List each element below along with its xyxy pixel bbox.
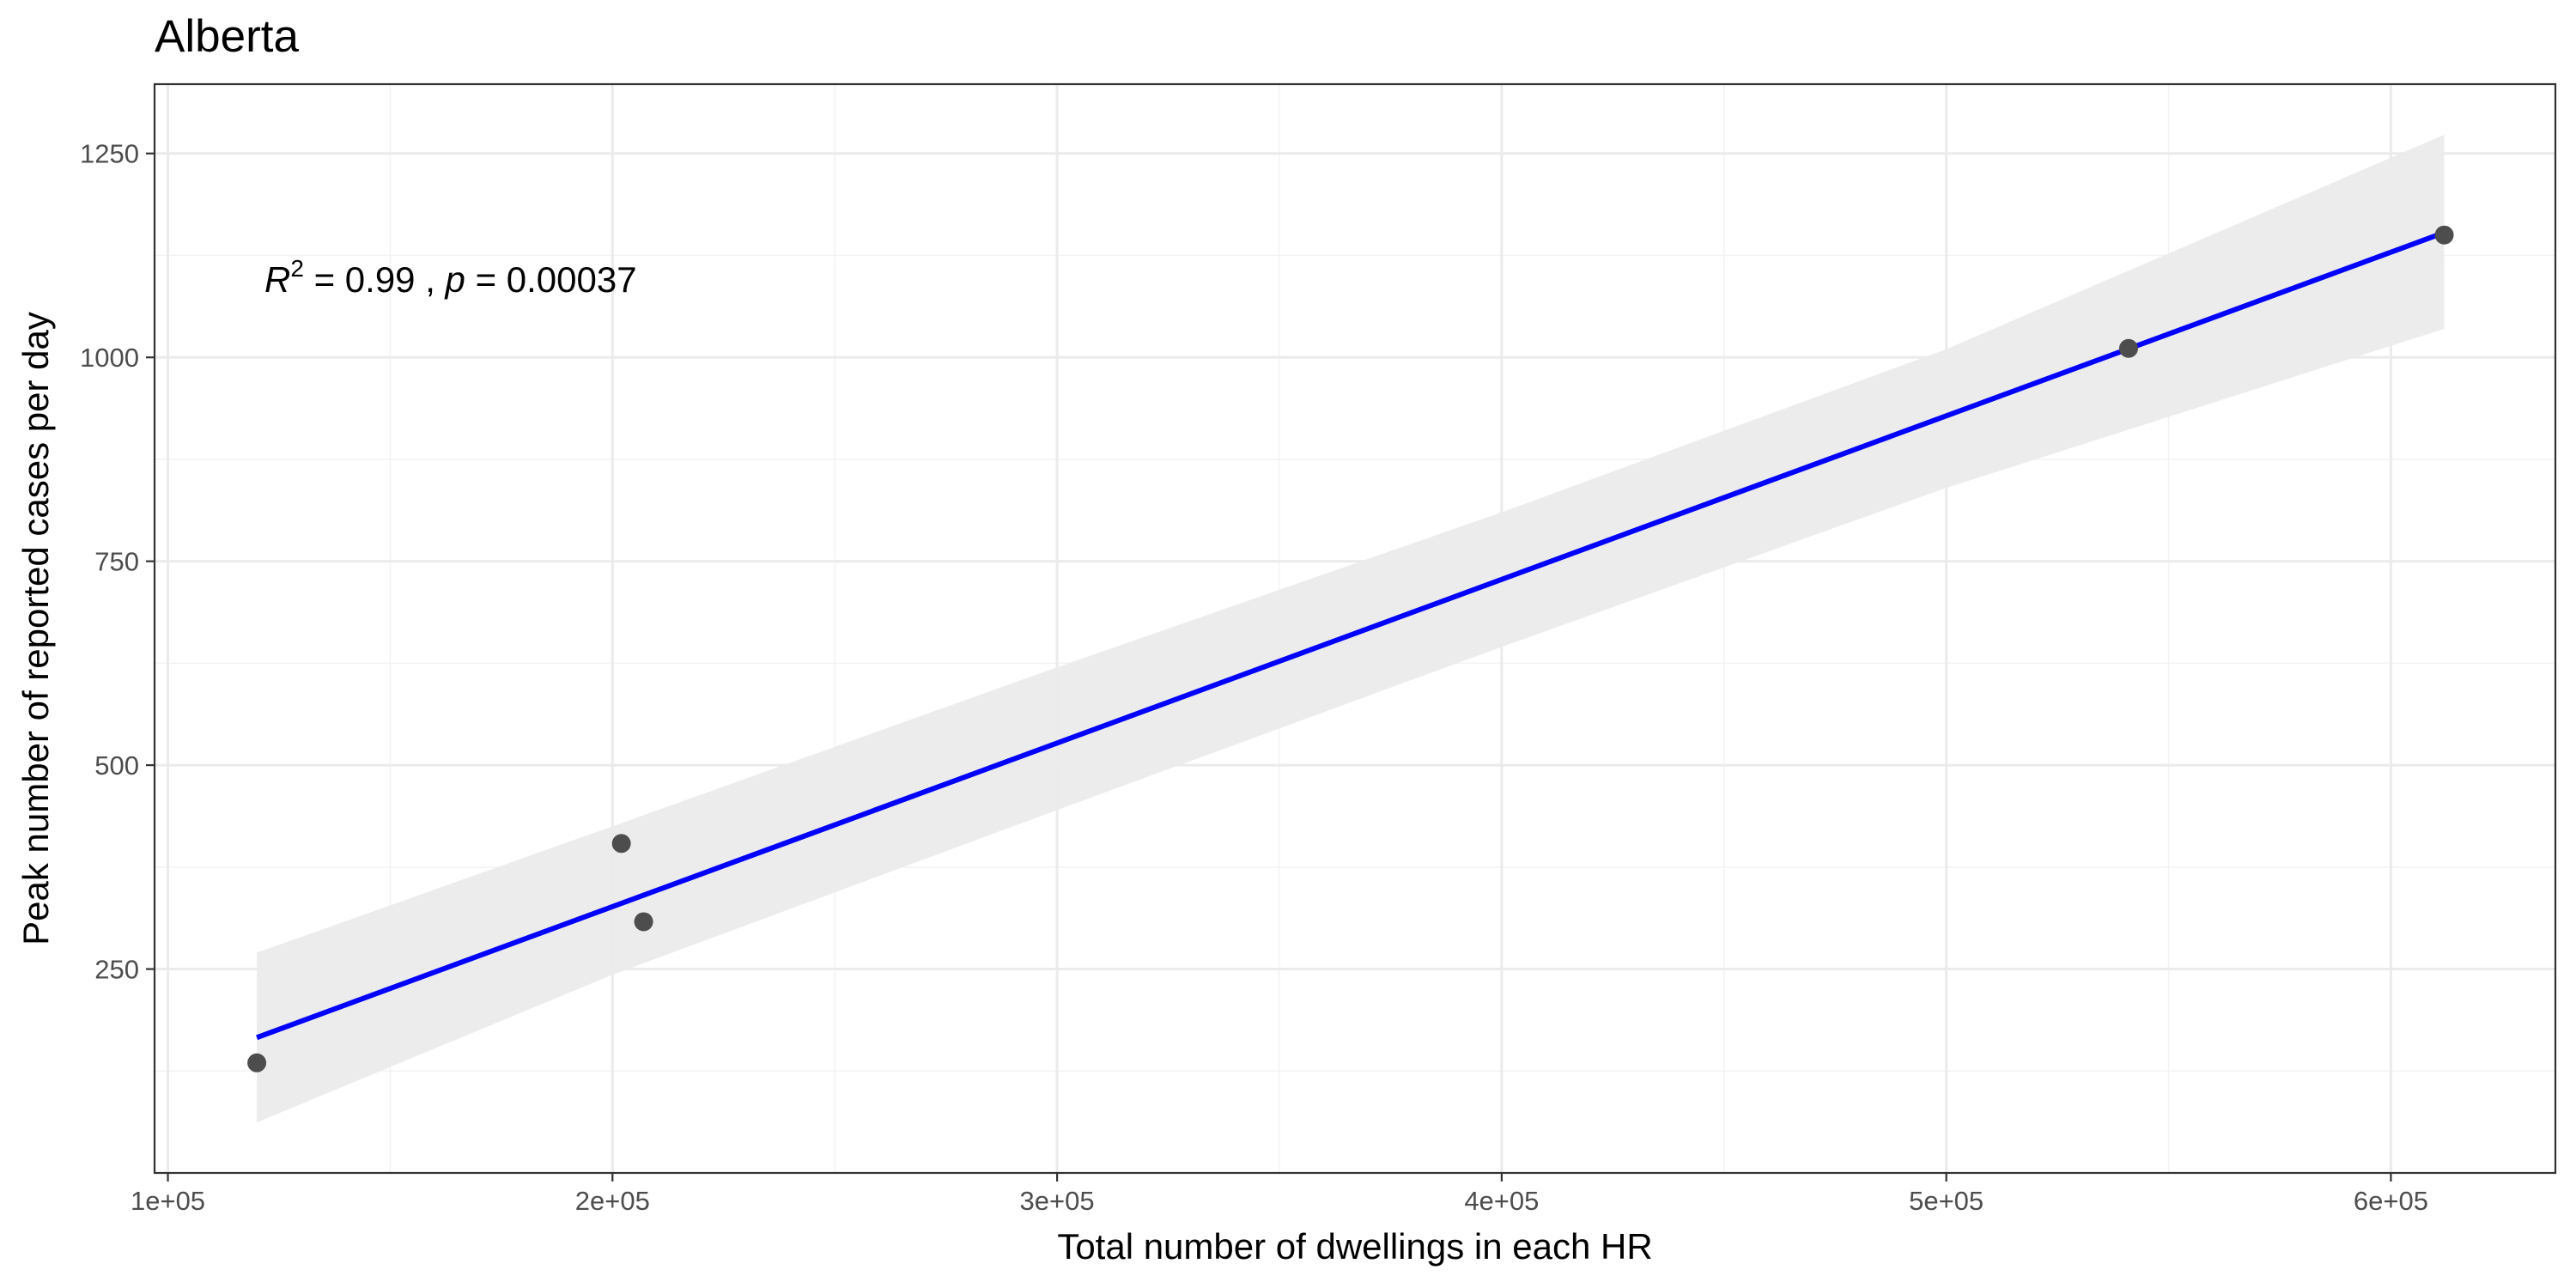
p-value: = 0.00037	[465, 259, 637, 300]
y-tick-label: 500	[94, 750, 139, 781]
x-axis-title: Total number of dwellings in each HR	[1057, 1226, 1652, 1267]
y-axis-ticks: 250 500 750 1000 1250	[80, 139, 155, 985]
y-axis-title: Peak number of reported cases per day	[15, 312, 56, 945]
data-point	[2118, 338, 2138, 358]
y-tick-label: 250	[94, 955, 139, 985]
plot-panel-border	[153, 82, 2557, 1175]
x-tick-label: 2e+05	[575, 1186, 650, 1216]
point-layer	[247, 225, 2454, 1072]
y-tick-label: 1000	[80, 343, 139, 373]
y-tick-label: 1250	[80, 139, 139, 169]
chart-title: Alberta	[155, 11, 299, 62]
regression-line	[256, 230, 2445, 1041]
fit-line-layer	[256, 230, 2445, 1041]
y-tick-label: 750	[94, 547, 139, 577]
x-tick-label: 6e+05	[2354, 1186, 2428, 1216]
r-symbol: R	[264, 259, 290, 300]
x-tick-label: 1e+05	[131, 1186, 205, 1216]
x-tick-label: 3e+05	[1020, 1186, 1095, 1216]
x-tick-label: 4e+05	[1464, 1186, 1539, 1216]
data-point	[611, 834, 631, 854]
confidence-band	[257, 134, 2445, 1123]
p-symbol: p	[444, 259, 465, 300]
x-tick-label: 5e+05	[1909, 1186, 1984, 1216]
r-value: = 0.99 ,	[304, 259, 446, 300]
data-point	[2434, 225, 2454, 245]
x-axis-ticks: 1e+05 2e+05 3e+05 4e+05 5e+05 6e+05	[131, 1173, 2428, 1216]
r-exponent: 2	[290, 255, 304, 282]
data-point	[247, 1053, 267, 1072]
data-point	[634, 912, 653, 932]
regression-annotation: R2 = 0.99 , p = 0.00037	[264, 255, 637, 300]
confidence-band-layer	[257, 134, 2445, 1123]
